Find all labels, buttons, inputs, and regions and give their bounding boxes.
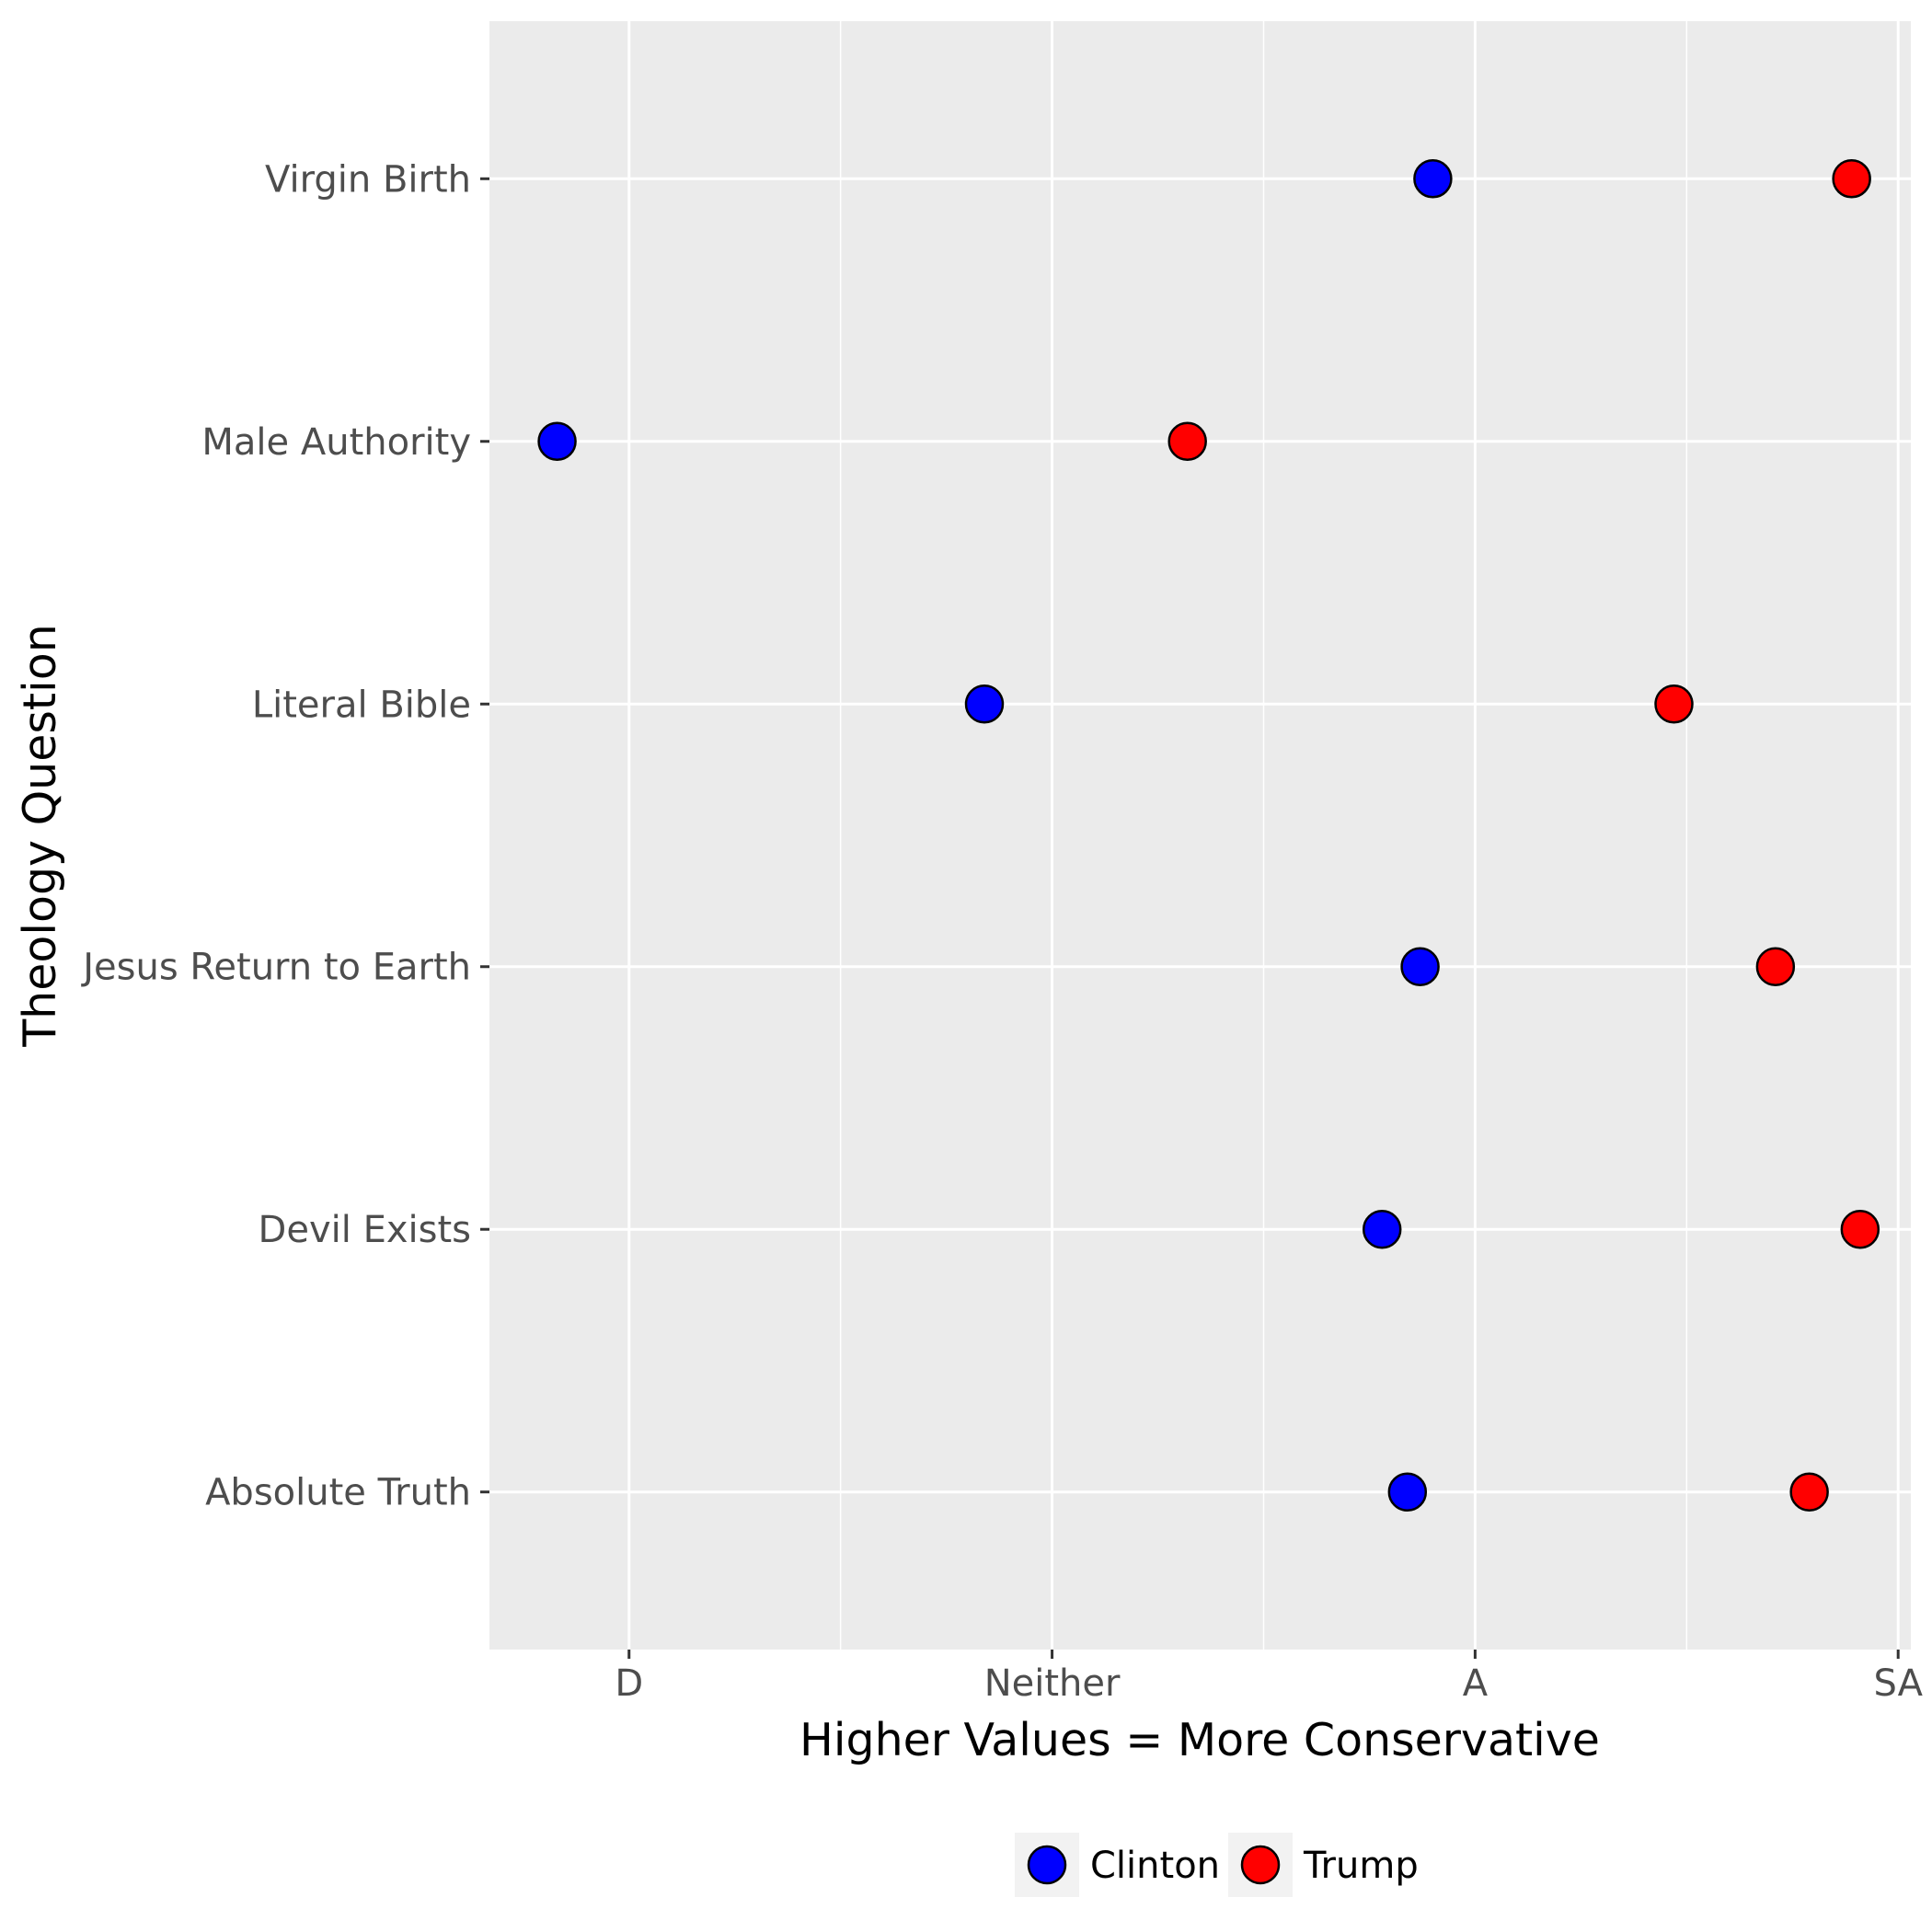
y-axis: Virgin Birth Male Authority Literal Bible J… [80,158,489,1514]
x-tick-label: Neither [984,1662,1121,1705]
plot-panel [489,21,1911,1650]
point-clinton [1387,1472,1428,1512]
y-tick-label: Devil Exists [259,1209,471,1251]
x-tick-label: D [615,1662,643,1705]
point-clinton [1413,159,1453,199]
x-axis-title: Higher Values = More Conservative [799,1714,1600,1766]
legend-swatch-trump [1240,1845,1281,1885]
point-clinton [1362,1209,1402,1249]
y-tick-label: Male Authority [201,421,471,464]
point-trump [1167,421,1207,462]
point-clinton [537,421,577,462]
point-clinton [1400,947,1440,986]
y-axis-title: Theology Question [14,624,66,1048]
y-tick-label: Literal Bible [252,684,471,726]
y-tick-label: Absolute Truth [205,1472,471,1514]
point-trump [1840,1209,1880,1249]
grid-minor [839,21,1688,1650]
x-axis: D Neither A SA [615,1650,1924,1705]
y-tick-label: Jesus Return to Earth [80,947,471,989]
legend: Clinton Trump [1015,1833,1419,1897]
legend-label-clinton: Clinton [1090,1845,1220,1887]
point-trump [1654,684,1694,724]
data-points [537,159,1880,1512]
point-trump [1832,159,1871,199]
legend-label-trump: Trump [1303,1845,1419,1887]
point-clinton [964,684,1005,724]
x-tick-label: SA [1873,1662,1923,1705]
y-tick-label: Virgin Birth [265,158,471,201]
point-trump [1755,947,1796,986]
legend-swatch-clinton [1027,1845,1067,1885]
point-trump [1789,1472,1829,1512]
x-tick-label: A [1463,1662,1489,1705]
